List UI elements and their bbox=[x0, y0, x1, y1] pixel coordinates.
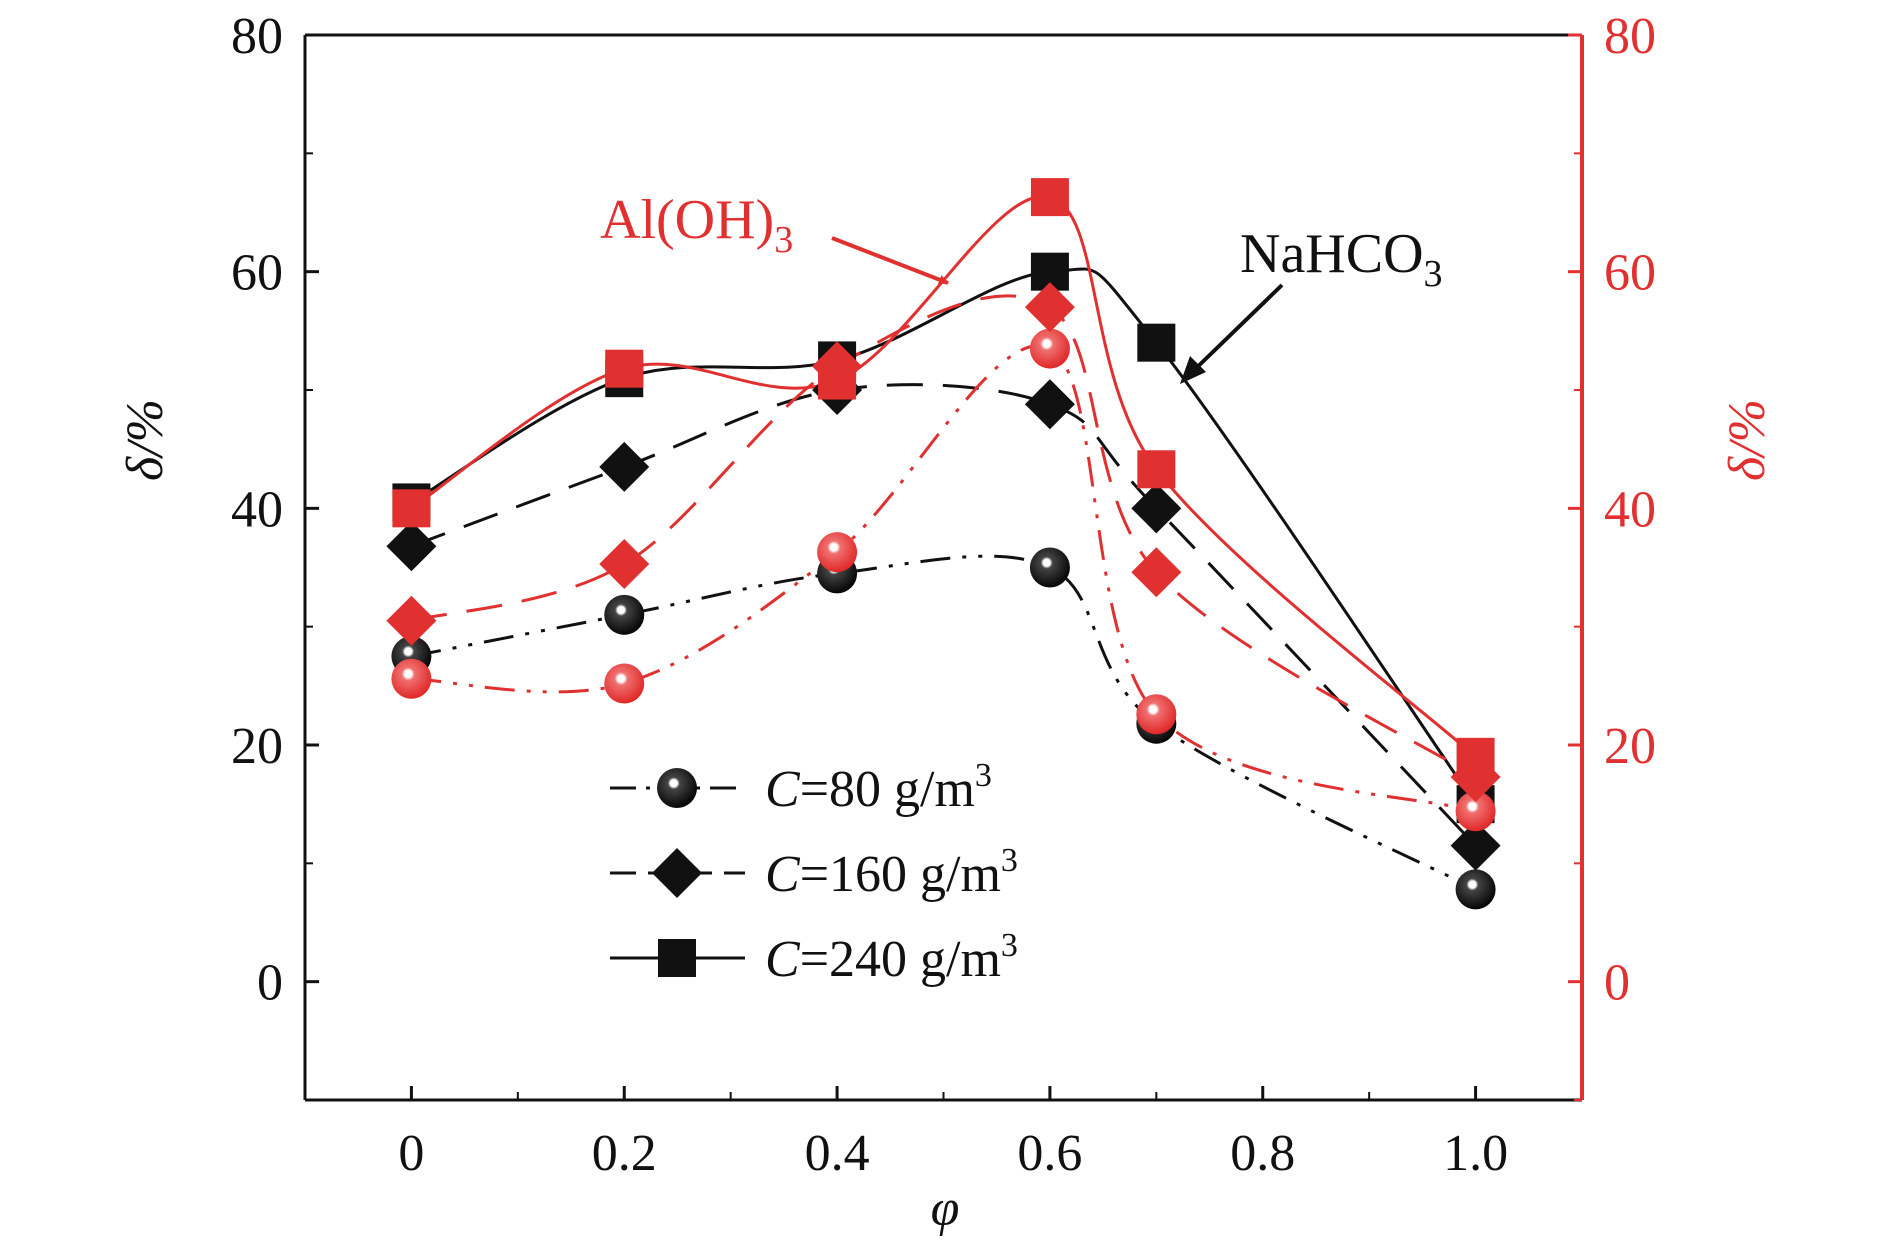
annotation-aloh3-arrow bbox=[831, 236, 949, 285]
x-tick-label: 0.8 bbox=[1230, 1125, 1295, 1182]
axes: 0 0.2 0.4 0.6 0.8 1.0 0 0 20 20 40 40 60 60 80 80 bbox=[231, 8, 1656, 1182]
y-axis-right-label: δ/% bbox=[1719, 399, 1776, 481]
data-point bbox=[1024, 282, 1075, 333]
x-axis-label: φ bbox=[931, 1180, 960, 1237]
data-point bbox=[386, 521, 437, 572]
series-line bbox=[410, 267, 1477, 806]
legend-label: C=80 g/m3 bbox=[765, 757, 992, 818]
annotation-aloh3: Al(OH)3 bbox=[600, 189, 793, 261]
legend-marker bbox=[658, 939, 696, 977]
legend-marker bbox=[657, 768, 697, 808]
x-tick-label: 0.2 bbox=[592, 1125, 657, 1182]
x-tick-label: 0.6 bbox=[1017, 1125, 1082, 1182]
y-right-tick-label: 0 bbox=[1604, 955, 1630, 1012]
data-point bbox=[1137, 323, 1176, 362]
series-line bbox=[411, 344, 1477, 813]
y-left-tick-label: 0 bbox=[257, 955, 283, 1012]
data-point bbox=[605, 349, 644, 388]
data-point bbox=[599, 441, 650, 492]
legend: C=80 g/m3 C=160 g/m3 C=240 g/m3 bbox=[610, 757, 1018, 988]
data-point bbox=[1029, 328, 1070, 369]
legend-label: C=240 g/m3 bbox=[765, 927, 1018, 988]
x-tick-label: 1.0 bbox=[1443, 1125, 1508, 1182]
y-right-tick-label: 80 bbox=[1604, 8, 1656, 65]
data-point bbox=[604, 663, 645, 704]
y-right-tick-label: 60 bbox=[1604, 245, 1656, 302]
x-tick-label: 0 bbox=[398, 1125, 424, 1182]
annotation-nahco3-arrow bbox=[1184, 283, 1284, 380]
legend-marker bbox=[652, 848, 702, 898]
y-axis-left-label: δ/% bbox=[117, 399, 174, 481]
data-point bbox=[1456, 737, 1495, 776]
data-point bbox=[1455, 791, 1496, 832]
data-point bbox=[1030, 178, 1069, 217]
annotation-nahco3: NaHCO3 bbox=[1240, 223, 1443, 295]
data-points bbox=[386, 178, 1501, 910]
y-left-tick-label: 60 bbox=[231, 245, 283, 302]
data-point bbox=[1131, 483, 1182, 534]
data-point bbox=[386, 595, 437, 646]
data-point bbox=[1137, 450, 1176, 489]
data-point bbox=[1450, 820, 1501, 871]
data-point bbox=[818, 361, 857, 400]
y-left-tick-label: 80 bbox=[231, 8, 283, 65]
y-left-tick-label: 20 bbox=[231, 718, 283, 775]
y-right-tick-label: 20 bbox=[1604, 718, 1656, 775]
data-point bbox=[1131, 547, 1182, 598]
series-line bbox=[411, 294, 1477, 779]
y-right-tick-label: 40 bbox=[1604, 481, 1656, 538]
y-left-tick-label: 40 bbox=[231, 481, 283, 538]
data-point bbox=[599, 538, 650, 589]
annotations: Al(OH)3 NaHCO3 bbox=[600, 189, 1443, 384]
data-point bbox=[1024, 379, 1075, 430]
data-point bbox=[392, 489, 431, 528]
series-line bbox=[411, 554, 1477, 891]
annotation-nahco3-arrowhead bbox=[1180, 356, 1206, 384]
data-point bbox=[604, 594, 645, 635]
data-point bbox=[391, 658, 432, 699]
data-point bbox=[1029, 547, 1070, 588]
series-line bbox=[410, 383, 1477, 847]
data-point bbox=[1455, 869, 1496, 910]
data-point bbox=[817, 532, 858, 573]
x-tick-label: 0.4 bbox=[805, 1125, 870, 1182]
data-point bbox=[1136, 694, 1177, 735]
legend-label: C=160 g/m3 bbox=[765, 842, 1018, 903]
